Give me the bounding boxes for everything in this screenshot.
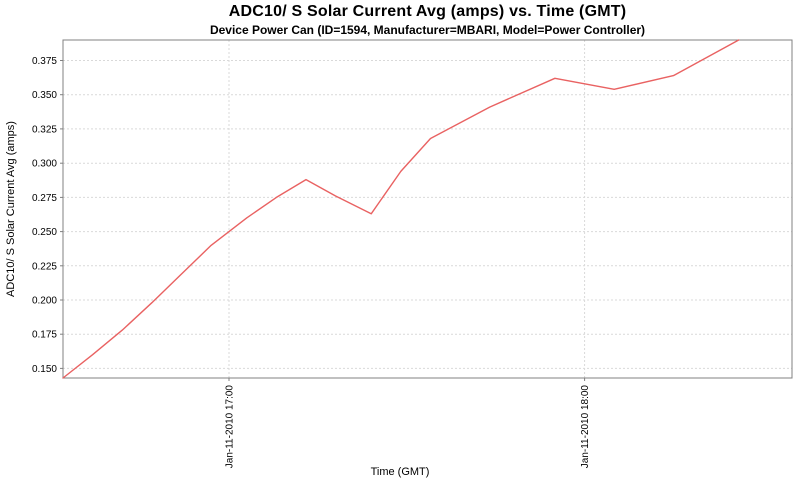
chart-subtitle: Device Power Can (ID=1594, Manufacturer=… <box>209 23 646 37</box>
plot-border <box>62 39 793 379</box>
y-tick-label: 0.150 <box>32 364 57 375</box>
y-tick-label: 0.250 <box>32 227 57 238</box>
x-tick-label: Jan-11-2010 17:00 <box>225 385 236 469</box>
series-line <box>62 39 740 379</box>
x-tick-label: Jan-11-2010 18:00 <box>580 385 591 469</box>
y-tick-label: 0.375 <box>32 56 57 67</box>
y-tick-label: 0.275 <box>32 193 57 204</box>
y-tick-label: 0.350 <box>32 90 57 101</box>
y-tick-label: 0.175 <box>32 330 57 341</box>
chart-title: ADC10/ S Solar Current Avg (amps) vs. Ti… <box>228 3 627 20</box>
y-tick-label: 0.225 <box>32 261 57 272</box>
y-tick-label: 0.300 <box>32 159 57 170</box>
y-tick-label: 0.325 <box>32 124 57 135</box>
x-axis-label: Time (GMT) <box>370 466 430 478</box>
y-tick-label: 0.200 <box>32 296 57 307</box>
